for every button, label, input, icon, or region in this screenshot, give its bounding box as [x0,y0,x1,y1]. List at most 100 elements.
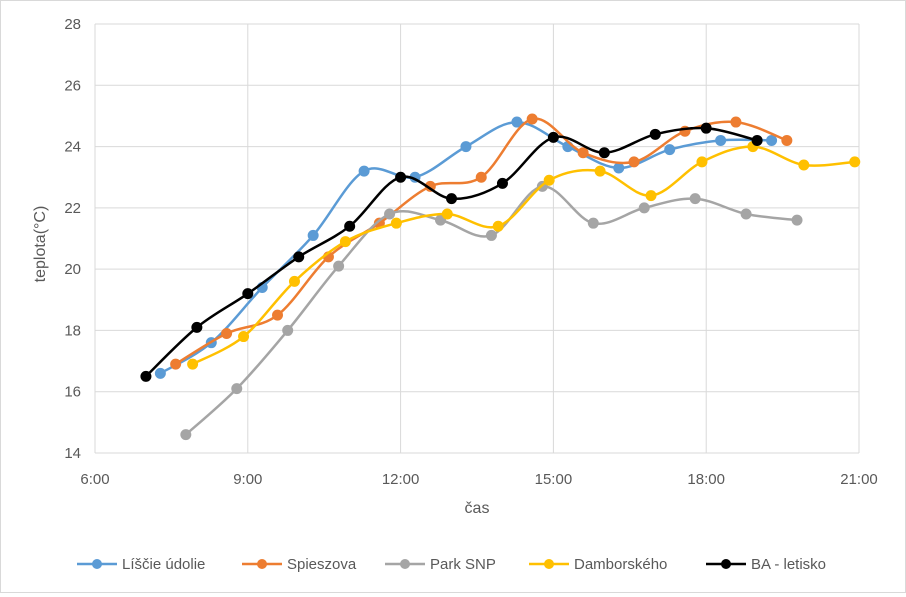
data-point [547,131,559,143]
gridlines [94,23,860,454]
data-point [242,288,254,300]
series-line [159,120,773,375]
data-point [221,327,233,339]
series-line [144,126,759,378]
y-tick-label: 26 [64,77,81,94]
data-point [649,128,661,140]
legend-label: Spieszova [287,556,357,573]
data-point [638,202,650,214]
legend-item: BA - letisko [706,556,826,573]
y-tick-labels: 14 16 18 20 22 24 26 28 [64,16,81,462]
legend-label: Damborského [574,556,667,573]
y-tick-label: 14 [64,445,81,462]
data-point [781,134,793,146]
series-ba-letisko [140,122,763,382]
legend-marker [400,559,410,569]
data-point [358,165,370,177]
legend-label: BA - letisko [751,556,826,573]
data-point [446,193,458,205]
legend-marker [721,559,731,569]
data-point [849,156,861,168]
data-point [390,217,402,229]
x-tick-label: 15:00 [535,471,573,488]
y-tick-label: 20 [64,261,81,278]
y-tick-label: 28 [64,16,81,33]
data-point [231,383,243,395]
data-point [766,134,778,146]
data-point [492,220,504,232]
data-point [526,113,538,125]
data-point [598,147,610,159]
series-damborsk-ho [187,141,861,370]
legend-marker [257,559,267,569]
x-axis-title: čas [465,500,490,517]
legend-marker [544,559,554,569]
data-point [485,229,497,241]
legend-item: Park SNP [385,556,496,573]
legend-marker [92,559,102,569]
legend-item: Spieszova [242,556,357,573]
data-point [613,162,625,174]
data-point [740,208,752,220]
data-point [543,174,555,186]
data-point [307,229,319,241]
data-point [594,165,606,177]
data-point [645,190,657,202]
data-point [180,429,192,441]
legend-item: Damborského [529,556,667,573]
data-point [511,116,523,128]
data-point [730,116,742,128]
data-point [272,309,284,321]
legend-label: Park SNP [430,556,496,573]
x-tick-label: 18:00 [687,471,725,488]
data-point [798,159,810,171]
data-point [282,324,294,336]
data-point [140,370,152,382]
data-point [339,236,351,248]
series-line [174,117,789,366]
data-point [700,122,712,134]
data-point [288,275,300,287]
x-tick-label: 9:00 [233,471,262,488]
data-point [191,321,203,333]
legend-label: Líščie údolie [122,556,205,573]
data-point [496,177,508,189]
data-point [689,193,701,205]
data-point [475,171,487,183]
y-tick-label: 24 [64,139,81,156]
data-point [441,208,453,220]
data-point [664,144,676,156]
data-point [395,171,407,183]
legend-item: Líščie údolie [77,556,205,573]
data-point [628,156,640,168]
data-point [791,214,803,226]
data-point [751,134,763,146]
x-tick-label: 6:00 [80,471,109,488]
x-tick-label: 12:00 [382,471,420,488]
data-point [187,358,199,370]
y-tick-label: 22 [64,200,81,217]
data-point [384,208,396,220]
y-axis-title: teplota(°C) [32,206,49,283]
data-point [154,367,166,379]
y-tick-label: 18 [64,322,81,339]
data-point [715,134,727,146]
x-tick-labels: 6:00 9:00 12:00 15:00 18:00 21:00 [80,471,877,488]
legend: Líščie údolie Spieszova Park SNP Damborskéh… [77,556,826,573]
data-point [238,331,250,343]
data-point [344,220,356,232]
data-point [577,147,589,159]
series-park-snp [180,180,803,441]
data-point [293,251,305,263]
series-layer [140,113,861,441]
data-point [696,156,708,168]
data-point [460,141,472,153]
data-point [170,358,182,370]
x-tick-label: 21:00 [840,471,878,488]
data-point [333,260,345,272]
data-point [587,217,599,229]
series-l-ie-dolie [154,116,778,379]
y-tick-label: 16 [64,384,81,401]
